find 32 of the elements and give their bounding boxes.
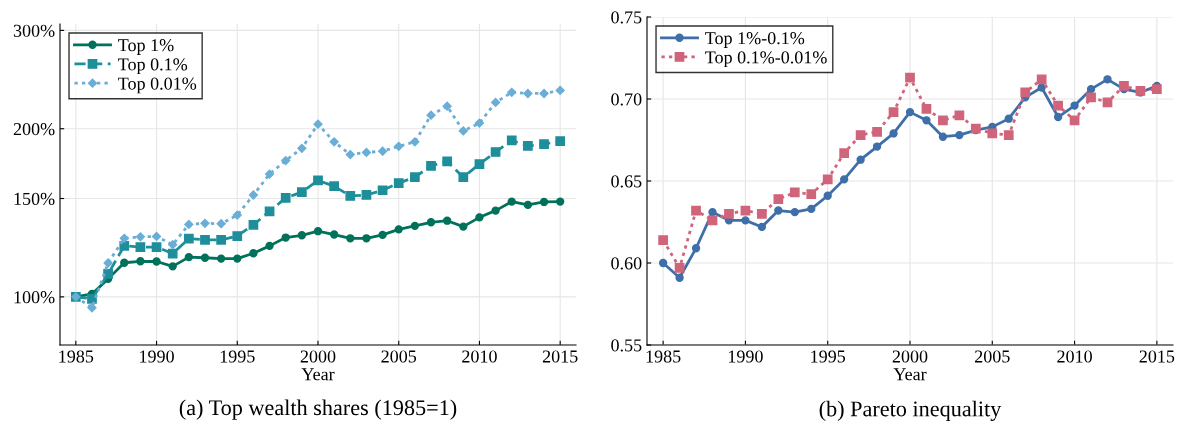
x-tick-label: 1995 bbox=[811, 350, 846, 363]
y-tick-label: 0.65 bbox=[611, 175, 642, 188]
legend-label: Top 0.01% bbox=[118, 77, 197, 94]
x-tick-label: 1985 bbox=[646, 350, 681, 363]
text: (a) Top wealth shares (1985=1) bbox=[179, 399, 457, 420]
x-axis-title: Year bbox=[893, 368, 927, 381]
y-tick-label: 0.70 bbox=[611, 93, 642, 106]
x-tick-label: 2005 bbox=[381, 350, 417, 363]
legend-label: Top 0.1% bbox=[118, 58, 188, 75]
y-tick-label: 0.55 bbox=[611, 339, 642, 352]
x-tick-label: 1985 bbox=[59, 350, 94, 363]
x-axis-title: Year bbox=[301, 368, 335, 381]
y-tick-label: 100% bbox=[14, 291, 55, 304]
legend-label: Top 1% bbox=[118, 39, 174, 55]
y-tick-label: 0.75 bbox=[611, 11, 642, 24]
y-tick-label: 300% bbox=[13, 24, 55, 37]
x-tick-label: 2015 bbox=[542, 350, 578, 363]
x-tick-label: 1990 bbox=[140, 350, 174, 363]
legend-label: Top 1%-0.1% bbox=[705, 32, 805, 48]
y-tick-label: 150% bbox=[14, 192, 55, 206]
x-tick-label: 2005 bbox=[975, 350, 1010, 363]
legend-label: Top 0.1%-0.01% bbox=[705, 51, 827, 68]
y-tick-label: 0.60 bbox=[611, 257, 642, 270]
x-tick-label: 2000 bbox=[892, 350, 928, 363]
x-tick-label: 2015 bbox=[1139, 350, 1175, 363]
x-tick-label: 1990 bbox=[728, 350, 763, 363]
x-tick-label: 1995 bbox=[220, 350, 255, 363]
text: (b) Pareto inequality bbox=[819, 400, 1002, 421]
x-tick-label: 2000 bbox=[300, 350, 336, 363]
x-tick-label: 2010 bbox=[1057, 350, 1092, 363]
x-tick-label: 2010 bbox=[462, 350, 497, 363]
y-tick-label: 200% bbox=[13, 122, 55, 136]
